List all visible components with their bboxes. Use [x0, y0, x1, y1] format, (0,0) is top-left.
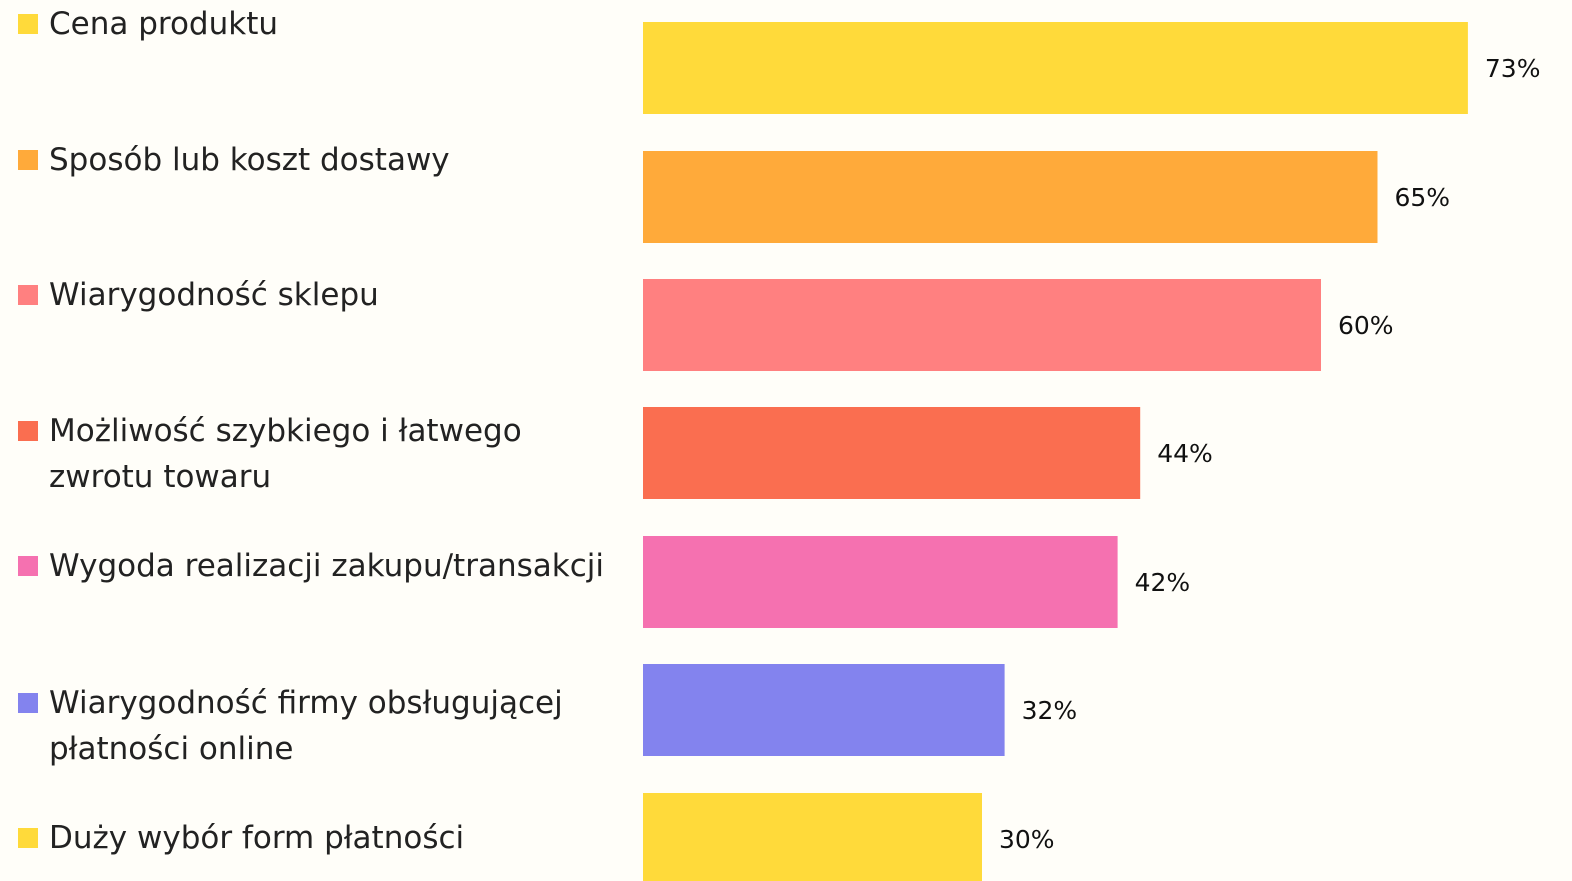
value-label: 32% — [1022, 696, 1078, 725]
legend-swatch — [18, 828, 38, 848]
category-label: Wiarygodność firmy obsługującej płatnośc… — [49, 685, 563, 767]
value-label: 30% — [999, 825, 1055, 854]
legend-swatch — [18, 556, 38, 576]
bar — [643, 407, 1141, 499]
value-label: 65% — [1395, 183, 1451, 212]
legend-swatch — [18, 693, 38, 713]
bar — [643, 279, 1321, 371]
legend-swatch — [18, 150, 38, 170]
category-label: Sposób lub koszt dostawy — [49, 142, 450, 178]
bar — [643, 793, 982, 881]
category-label: Wygoda realizacji zakupu/transakcji — [49, 548, 604, 584]
category-label: Duży wybór form płatności — [49, 820, 465, 856]
category-label: Cena produktu — [49, 6, 279, 42]
bar — [643, 664, 1005, 756]
category-label: Wiarygodność sklepu — [49, 277, 379, 313]
category-label: Możliwość szybkiego i łatwego zwrotu tow… — [49, 413, 522, 495]
bar — [643, 536, 1118, 628]
value-label: 42% — [1135, 568, 1191, 597]
legend-swatch — [18, 421, 38, 441]
value-label: 60% — [1338, 311, 1394, 340]
value-label: 73% — [1485, 54, 1541, 83]
legend-swatch — [18, 14, 38, 34]
bar — [643, 151, 1378, 243]
value-label: 44% — [1157, 439, 1213, 468]
bar — [643, 22, 1468, 114]
legend-swatch — [18, 285, 38, 305]
